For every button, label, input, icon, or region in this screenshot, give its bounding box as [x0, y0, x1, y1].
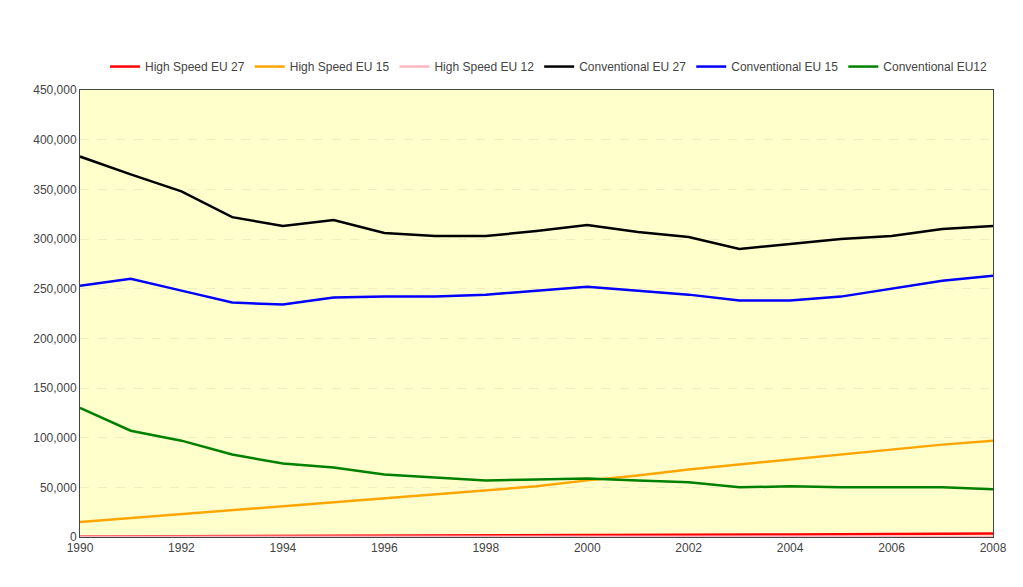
svg-text:2008: 2008	[980, 541, 1007, 555]
svg-text:400,000: 400,000	[33, 133, 77, 147]
svg-text:Conventional EU 15: Conventional EU 15	[731, 60, 838, 74]
svg-text:0: 0	[70, 530, 77, 544]
svg-text:Conventional EU 27: Conventional EU 27	[579, 60, 686, 74]
svg-text:1994: 1994	[270, 541, 297, 555]
svg-text:200,000: 200,000	[33, 332, 77, 346]
svg-text:350,000: 350,000	[33, 183, 77, 197]
svg-text:Conventional EU12: Conventional EU12	[883, 60, 987, 74]
svg-text:1996: 1996	[371, 541, 398, 555]
svg-text:1998: 1998	[472, 541, 499, 555]
svg-text:2006: 2006	[878, 541, 905, 555]
svg-text:2000: 2000	[574, 541, 601, 555]
svg-text:250,000: 250,000	[33, 282, 77, 296]
svg-text:1990: 1990	[67, 541, 94, 555]
svg-text:2004: 2004	[777, 541, 804, 555]
svg-text:150,000: 150,000	[33, 381, 77, 395]
svg-text:450,000: 450,000	[33, 83, 77, 97]
svg-text:100,000: 100,000	[33, 431, 77, 445]
svg-text:High Speed EU 27: High Speed EU 27	[145, 60, 245, 74]
svg-text:1992: 1992	[168, 541, 195, 555]
svg-text:2002: 2002	[675, 541, 702, 555]
svg-text:50,000: 50,000	[40, 481, 77, 495]
svg-text:300,000: 300,000	[33, 232, 77, 246]
svg-text:High Speed EU 15: High Speed EU 15	[290, 60, 390, 74]
svg-text:High Speed EU 12: High Speed EU 12	[434, 60, 534, 74]
